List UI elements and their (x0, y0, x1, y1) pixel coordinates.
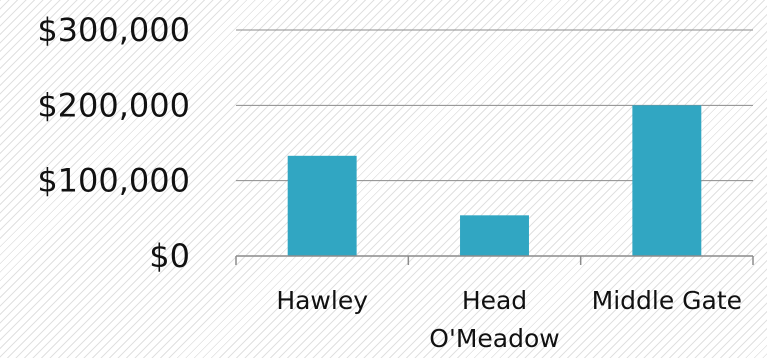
bar-head-o-meadow (460, 215, 529, 256)
bar-middle-gate (632, 105, 702, 256)
bars (287, 105, 702, 256)
axes (235, 255, 754, 265)
y-tick-labels: $0 $100,000 $200,000 $300,000 (37, 11, 190, 275)
x-tick-label-line: Middle Gate (592, 286, 742, 315)
x-tick-label-line: Head (462, 286, 527, 315)
bar-hawley (287, 155, 357, 256)
y-tick-label: $300,000 (37, 11, 190, 49)
x-tick-label-line: O'Meadow (429, 324, 559, 353)
y-tick-label: $200,000 (37, 86, 190, 124)
x-tick-labels: Hawley Head O'Meadow Middle Gate (276, 286, 742, 353)
x-tick-label: Hawley (276, 286, 368, 315)
x-tick-label: Middle Gate (592, 286, 742, 315)
x-tick-label: Head O'Meadow (429, 286, 559, 353)
y-tick-label: $100,000 (37, 162, 190, 200)
y-tick-label: $0 (149, 237, 190, 275)
x-tick-label-line: Hawley (276, 286, 368, 315)
